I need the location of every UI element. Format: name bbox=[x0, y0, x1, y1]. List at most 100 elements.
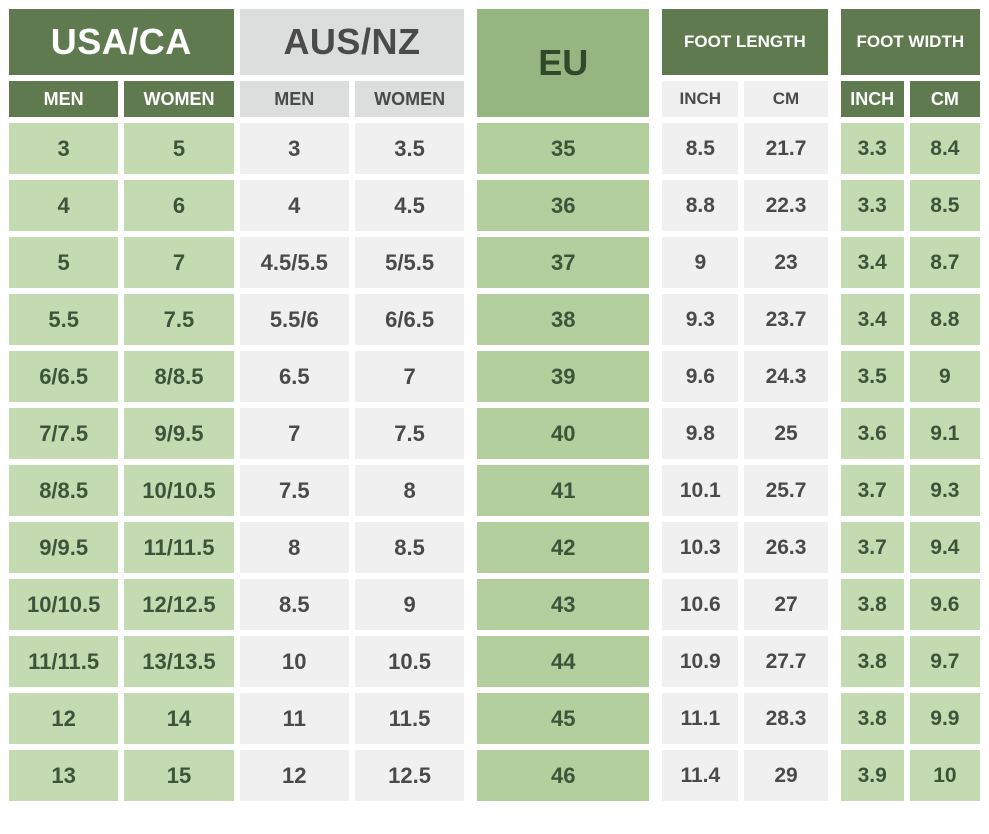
cell-wid-inch: 3.8 bbox=[831, 576, 907, 633]
cell-aus-men: 8.5 bbox=[237, 576, 352, 633]
cell-wid-cm: 8.8 bbox=[907, 291, 983, 348]
cell-aus-men: 4.5/5.5 bbox=[237, 234, 352, 291]
cell-len-cm: 22.3 bbox=[741, 177, 830, 234]
cell-usa-men: 5 bbox=[6, 234, 121, 291]
cell-aus-women: 8 bbox=[352, 462, 467, 519]
header-usa-ca: USA/CA bbox=[6, 6, 237, 78]
cell-wid-inch: 3.7 bbox=[831, 462, 907, 519]
cell-aus-women: 8.5 bbox=[352, 519, 467, 576]
cell-aus-women: 10.5 bbox=[352, 633, 467, 690]
cell-eu: 37 bbox=[467, 234, 652, 291]
cell-eu: 38 bbox=[467, 291, 652, 348]
cell-len-cm: 24.3 bbox=[741, 348, 830, 405]
subheader-len-cm: CM bbox=[741, 78, 830, 120]
cell-eu: 35 bbox=[467, 120, 652, 177]
cell-usa-women: 10/10.5 bbox=[121, 462, 236, 519]
cell-usa-men: 13 bbox=[6, 747, 121, 804]
cell-usa-men: 4 bbox=[6, 177, 121, 234]
header-foot-length: FOOT LENGTH bbox=[652, 6, 830, 78]
cell-wid-inch: 3.3 bbox=[831, 120, 907, 177]
cell-wid-cm: 10 bbox=[907, 747, 983, 804]
cell-len-inch: 9.8 bbox=[652, 405, 741, 462]
cell-len-inch: 10.1 bbox=[652, 462, 741, 519]
cell-usa-men: 12 bbox=[6, 690, 121, 747]
cell-len-cm: 28.3 bbox=[741, 690, 830, 747]
table-body: 3533.5358.521.73.38.44644.5368.822.33.38… bbox=[6, 120, 983, 804]
cell-usa-men: 9/9.5 bbox=[6, 519, 121, 576]
cell-aus-women: 4.5 bbox=[352, 177, 467, 234]
header-foot-width: FOOT WIDTH bbox=[831, 6, 983, 78]
cell-eu: 44 bbox=[467, 633, 652, 690]
cell-usa-women: 12/12.5 bbox=[121, 576, 236, 633]
cell-eu: 46 bbox=[467, 747, 652, 804]
table-row: 12141111.54511.128.33.89.9 bbox=[6, 690, 983, 747]
table-row: 7/7.59/9.577.5409.8253.69.1 bbox=[6, 405, 983, 462]
cell-eu: 36 bbox=[467, 177, 652, 234]
cell-len-inch: 9 bbox=[652, 234, 741, 291]
cell-usa-women: 8/8.5 bbox=[121, 348, 236, 405]
table-row: 11/11.513/13.51010.54410.927.73.89.7 bbox=[6, 633, 983, 690]
cell-usa-men: 5.5 bbox=[6, 291, 121, 348]
cell-usa-men: 11/11.5 bbox=[6, 633, 121, 690]
subheader-usa-men: MEN bbox=[6, 78, 121, 120]
cell-wid-cm: 9.4 bbox=[907, 519, 983, 576]
cell-usa-women: 5 bbox=[121, 120, 236, 177]
cell-aus-women: 9 bbox=[352, 576, 467, 633]
cell-wid-inch: 3.4 bbox=[831, 291, 907, 348]
cell-wid-inch: 3.3 bbox=[831, 177, 907, 234]
header-eu: EU bbox=[467, 6, 652, 120]
cell-usa-men: 8/8.5 bbox=[6, 462, 121, 519]
cell-aus-men: 11 bbox=[237, 690, 352, 747]
cell-len-cm: 27.7 bbox=[741, 633, 830, 690]
cell-usa-men: 7/7.5 bbox=[6, 405, 121, 462]
cell-eu: 43 bbox=[467, 576, 652, 633]
subheader-wid-cm: CM bbox=[907, 78, 983, 120]
cell-len-inch: 9.6 bbox=[652, 348, 741, 405]
subheader-wid-inch: INCH bbox=[831, 78, 907, 120]
cell-aus-men: 12 bbox=[237, 747, 352, 804]
cell-len-cm: 27 bbox=[741, 576, 830, 633]
cell-wid-cm: 9.9 bbox=[907, 690, 983, 747]
cell-wid-cm: 9.6 bbox=[907, 576, 983, 633]
cell-aus-men: 4 bbox=[237, 177, 352, 234]
cell-wid-cm: 9.3 bbox=[907, 462, 983, 519]
cell-wid-inch: 3.9 bbox=[831, 747, 907, 804]
cell-aus-women: 11.5 bbox=[352, 690, 467, 747]
cell-aus-men: 7 bbox=[237, 405, 352, 462]
cell-aus-men: 6.5 bbox=[237, 348, 352, 405]
cell-len-cm: 21.7 bbox=[741, 120, 830, 177]
cell-wid-inch: 3.6 bbox=[831, 405, 907, 462]
cell-aus-women: 7 bbox=[352, 348, 467, 405]
cell-aus-women: 12.5 bbox=[352, 747, 467, 804]
cell-len-cm: 25 bbox=[741, 405, 830, 462]
cell-aus-women: 6/6.5 bbox=[352, 291, 467, 348]
table-row: 574.5/5.55/5.5379233.48.7 bbox=[6, 234, 983, 291]
cell-usa-men: 6/6.5 bbox=[6, 348, 121, 405]
cell-wid-cm: 8.4 bbox=[907, 120, 983, 177]
cell-len-inch: 11.1 bbox=[652, 690, 741, 747]
subheader-aus-men: MEN bbox=[237, 78, 352, 120]
cell-eu: 39 bbox=[467, 348, 652, 405]
cell-usa-women: 15 bbox=[121, 747, 236, 804]
cell-usa-women: 14 bbox=[121, 690, 236, 747]
cell-wid-inch: 3.4 bbox=[831, 234, 907, 291]
cell-eu: 41 bbox=[467, 462, 652, 519]
cell-wid-inch: 3.8 bbox=[831, 690, 907, 747]
table-row: 8/8.510/10.57.584110.125.73.79.3 bbox=[6, 462, 983, 519]
cell-usa-men: 10/10.5 bbox=[6, 576, 121, 633]
table-row: 13151212.54611.4293.910 bbox=[6, 747, 983, 804]
cell-usa-men: 3 bbox=[6, 120, 121, 177]
cell-len-cm: 26.3 bbox=[741, 519, 830, 576]
cell-usa-women: 7 bbox=[121, 234, 236, 291]
header-aus-nz: AUS/NZ bbox=[237, 6, 468, 78]
cell-wid-cm: 9.1 bbox=[907, 405, 983, 462]
cell-len-inch: 8.8 bbox=[652, 177, 741, 234]
cell-aus-men: 8 bbox=[237, 519, 352, 576]
cell-aus-women: 7.5 bbox=[352, 405, 467, 462]
subheader-len-inch: INCH bbox=[652, 78, 741, 120]
cell-aus-men: 10 bbox=[237, 633, 352, 690]
cell-usa-women: 7.5 bbox=[121, 291, 236, 348]
table-row: 9/9.511/11.588.54210.326.33.79.4 bbox=[6, 519, 983, 576]
cell-wid-cm: 9 bbox=[907, 348, 983, 405]
table-row: 6/6.58/8.56.57399.624.33.59 bbox=[6, 348, 983, 405]
